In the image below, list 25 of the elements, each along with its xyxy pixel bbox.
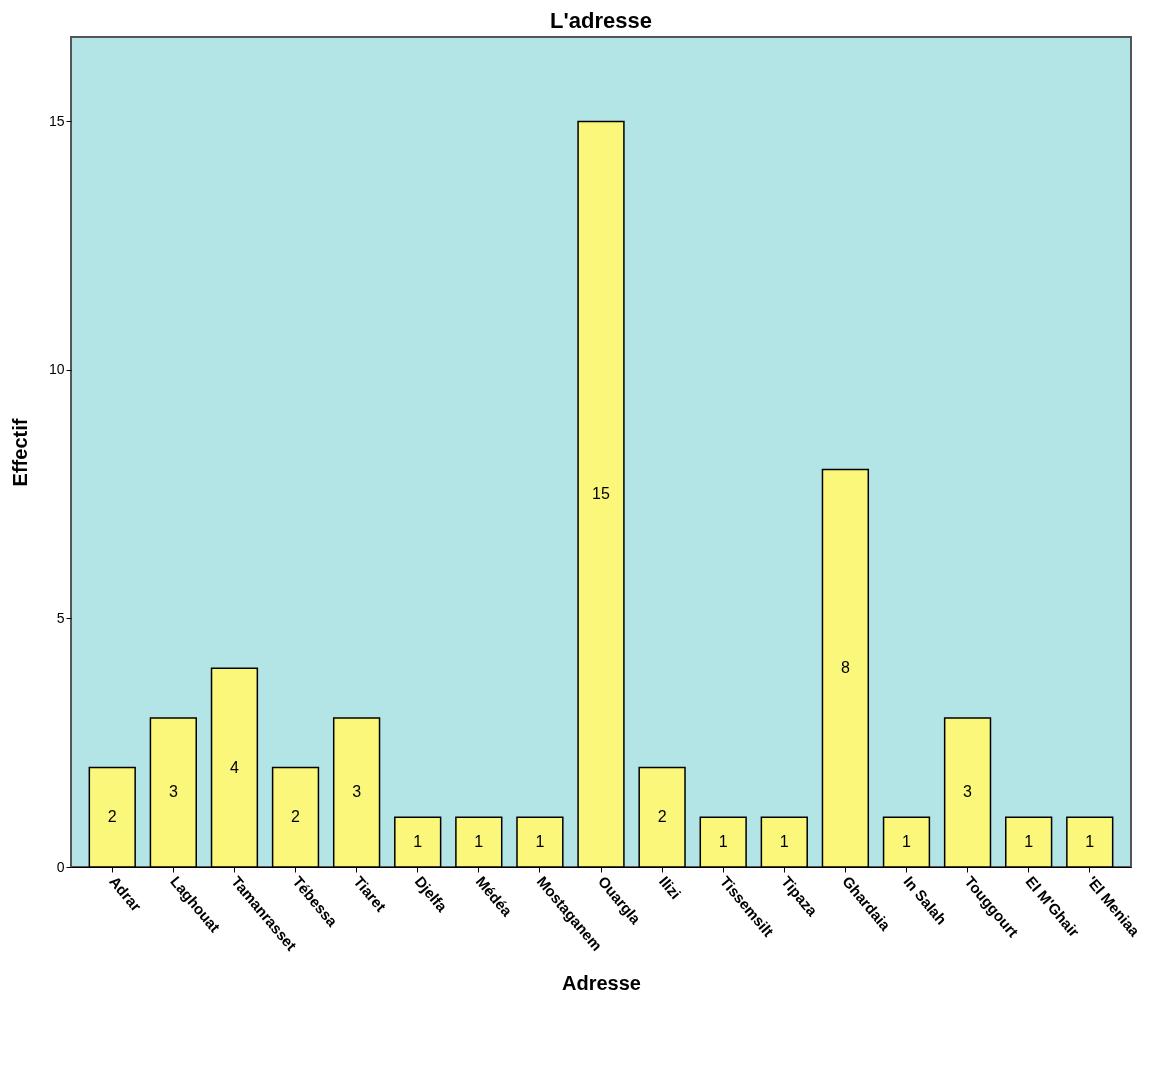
data-label: 2 <box>291 808 301 826</box>
x-tick-label: Ilizi <box>655 872 685 903</box>
data-label: 3 <box>963 783 973 801</box>
y-tick-label: 10 <box>48 361 65 378</box>
data-label: 8 <box>840 659 850 677</box>
data-label: 1 <box>474 833 484 851</box>
data-label: 1 <box>1024 833 1034 851</box>
data-label: 1 <box>718 833 728 851</box>
y-tick-label: 5 <box>56 610 65 626</box>
data-label: 1 <box>779 833 789 851</box>
data-label: 2 <box>657 808 667 826</box>
data-label: 1 <box>902 833 912 851</box>
data-label: 3 <box>352 783 362 801</box>
x-axis-title: Adresse <box>562 971 641 994</box>
data-label: 1 <box>535 833 545 851</box>
data-label: 15 <box>592 485 610 503</box>
chart-title: L'adresse <box>550 8 652 33</box>
data-label: 4 <box>229 758 239 776</box>
data-label: 2 <box>107 808 117 826</box>
y-axis-title: Effectif <box>8 418 31 487</box>
data-label: 1 <box>413 833 423 851</box>
y-tick-label: 15 <box>48 112 65 129</box>
data-label: 3 <box>168 783 178 801</box>
data-label: 1 <box>1085 833 1095 851</box>
y-tick-label: 0 <box>56 858 65 875</box>
